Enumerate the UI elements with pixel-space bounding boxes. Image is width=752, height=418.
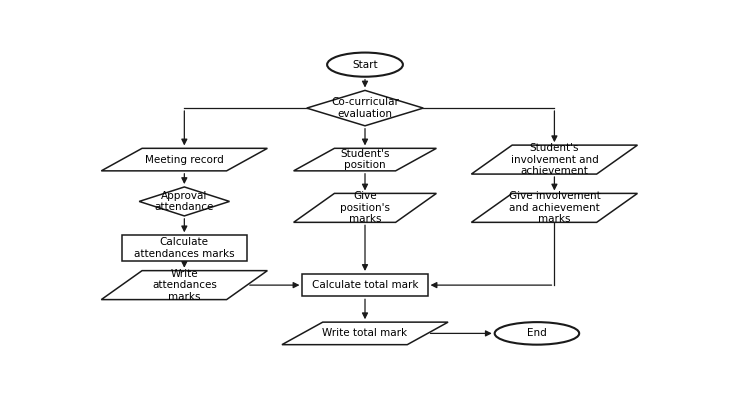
Text: Write
attendances
marks: Write attendances marks — [152, 268, 217, 302]
Text: End: End — [527, 329, 547, 339]
Text: Student's
position: Student's position — [340, 149, 390, 171]
Polygon shape — [139, 187, 229, 216]
Polygon shape — [282, 322, 448, 345]
Ellipse shape — [495, 322, 579, 345]
Text: Calculate total mark: Calculate total mark — [312, 280, 418, 290]
Polygon shape — [122, 235, 247, 261]
Text: Write total mark: Write total mark — [323, 329, 408, 339]
Polygon shape — [293, 148, 436, 171]
Text: Meeting record: Meeting record — [145, 155, 223, 165]
Polygon shape — [102, 148, 268, 171]
Text: Give
position's
marks: Give position's marks — [340, 191, 390, 224]
Polygon shape — [293, 194, 436, 222]
Ellipse shape — [327, 53, 403, 77]
Text: Start: Start — [352, 60, 378, 70]
Polygon shape — [472, 194, 638, 222]
Text: Approval
attendance: Approval attendance — [155, 191, 214, 212]
Polygon shape — [472, 145, 638, 174]
Text: Co-curricular
evaluation: Co-curricular evaluation — [331, 97, 399, 119]
Polygon shape — [102, 270, 268, 300]
Text: Student's
involvement and
achievement: Student's involvement and achievement — [511, 143, 599, 176]
Polygon shape — [302, 274, 428, 296]
Polygon shape — [307, 90, 423, 126]
Text: Calculate
attendances marks: Calculate attendances marks — [134, 237, 235, 259]
Text: Give involvement
and achievement
marks: Give involvement and achievement marks — [508, 191, 600, 224]
